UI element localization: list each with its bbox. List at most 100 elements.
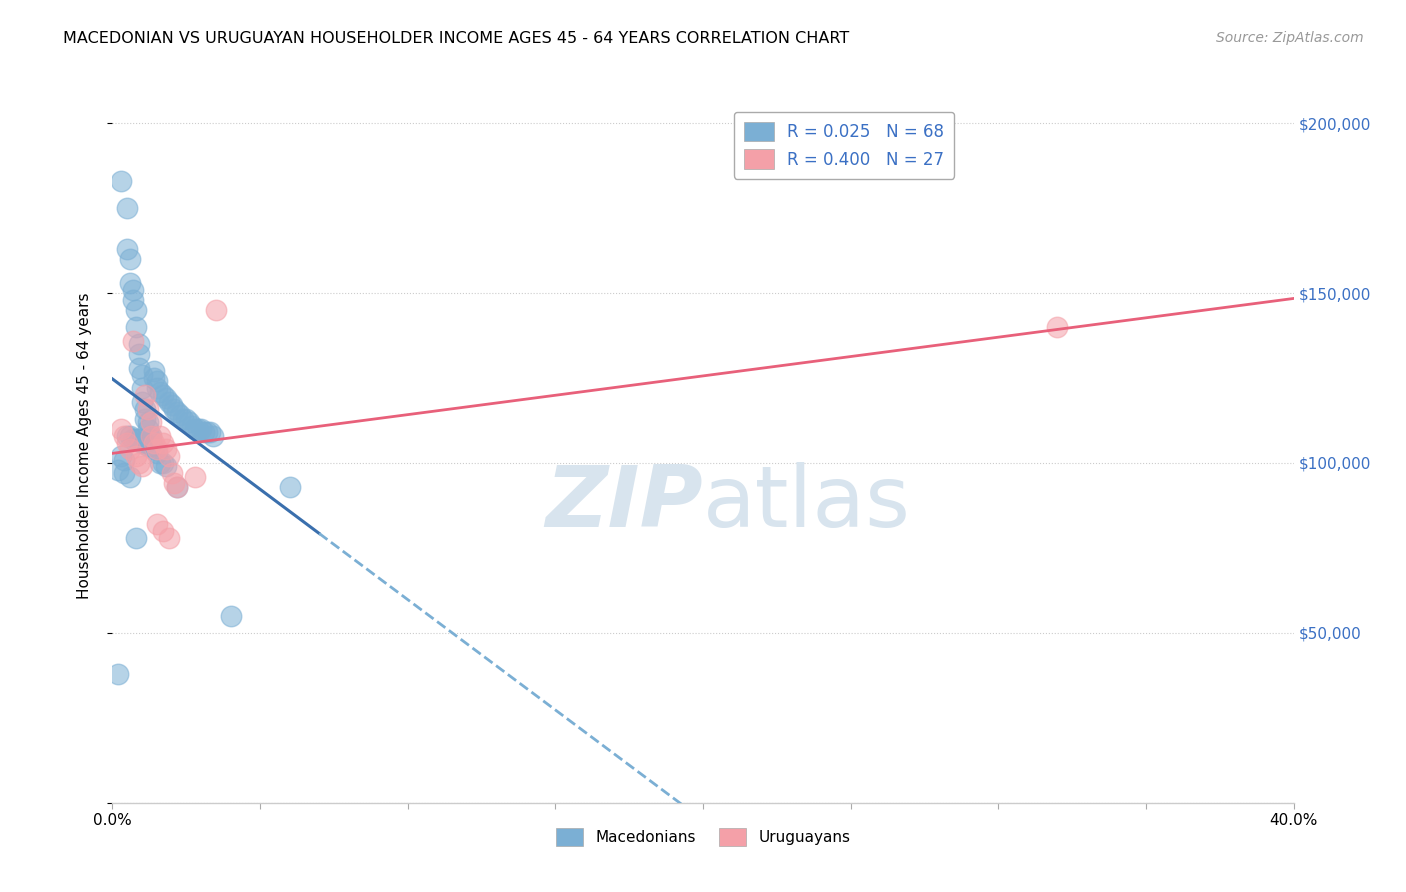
- Y-axis label: Householder Income Ages 45 - 64 years: Householder Income Ages 45 - 64 years: [77, 293, 91, 599]
- Point: [155, 392, 177, 406]
- Point: [136, 439, 159, 453]
- Point: [107, 463, 129, 477]
- Point: [134, 401, 156, 416]
- Text: MACEDONIAN VS URUGUAYAN HOUSEHOLDER INCOME AGES 45 - 64 YEARS CORRELATION CHART: MACEDONIAN VS URUGUAYAN HOUSEHOLDER INCO…: [63, 31, 849, 46]
- Point: [166, 480, 188, 494]
- Point: [120, 429, 142, 443]
- Point: [155, 459, 177, 474]
- Point: [1046, 320, 1069, 334]
- Point: [120, 442, 142, 457]
- Point: [201, 429, 224, 443]
- Point: [184, 422, 207, 436]
- Point: [128, 347, 150, 361]
- Point: [166, 480, 188, 494]
- Point: [134, 412, 156, 426]
- Point: [117, 242, 138, 256]
- Point: [136, 401, 159, 416]
- Point: [122, 432, 145, 446]
- Point: [122, 334, 145, 348]
- Point: [152, 388, 174, 402]
- Point: [139, 432, 162, 446]
- Point: [131, 368, 153, 382]
- Point: [179, 415, 201, 429]
- Point: [120, 469, 142, 483]
- Point: [149, 429, 172, 443]
- Point: [136, 422, 159, 436]
- Point: [152, 456, 174, 470]
- Point: [128, 432, 150, 446]
- Point: [112, 452, 135, 467]
- Point: [149, 456, 172, 470]
- Point: [131, 459, 153, 474]
- Point: [181, 418, 204, 433]
- Point: [139, 429, 162, 443]
- Text: Source: ZipAtlas.com: Source: ZipAtlas.com: [1216, 31, 1364, 45]
- Point: [149, 384, 172, 399]
- Point: [172, 412, 194, 426]
- Point: [278, 480, 301, 494]
- Point: [152, 435, 174, 450]
- Point: [190, 422, 212, 436]
- Point: [110, 449, 132, 463]
- Point: [112, 429, 135, 443]
- Point: [146, 517, 169, 532]
- Point: [157, 394, 180, 409]
- Point: [136, 415, 159, 429]
- Point: [195, 425, 218, 440]
- Point: [157, 531, 180, 545]
- Point: [122, 293, 145, 307]
- Point: [134, 435, 156, 450]
- Point: [146, 446, 169, 460]
- Point: [142, 442, 165, 457]
- Point: [163, 401, 186, 416]
- Text: ZIP: ZIP: [546, 461, 703, 545]
- Point: [166, 405, 188, 419]
- Point: [110, 174, 132, 188]
- Point: [128, 456, 150, 470]
- Point: [125, 320, 148, 334]
- Point: [117, 429, 138, 443]
- Point: [112, 466, 135, 480]
- Point: [142, 435, 165, 450]
- Point: [139, 429, 162, 443]
- Point: [128, 337, 150, 351]
- Point: [128, 360, 150, 375]
- Point: [110, 422, 132, 436]
- Point: [142, 364, 165, 378]
- Legend: Macedonians, Uruguayans: Macedonians, Uruguayans: [550, 822, 856, 852]
- Point: [117, 435, 138, 450]
- Point: [157, 449, 180, 463]
- Point: [125, 449, 148, 463]
- Point: [146, 381, 169, 395]
- Point: [169, 409, 191, 423]
- Point: [125, 432, 148, 446]
- Point: [131, 394, 153, 409]
- Point: [107, 666, 129, 681]
- Point: [160, 398, 183, 412]
- Point: [174, 412, 197, 426]
- Point: [125, 531, 148, 545]
- Point: [152, 524, 174, 538]
- Point: [160, 466, 183, 480]
- Point: [198, 425, 221, 440]
- Point: [187, 422, 209, 436]
- Point: [139, 439, 162, 453]
- Point: [120, 252, 142, 266]
- Point: [134, 388, 156, 402]
- Point: [117, 201, 138, 215]
- Point: [122, 283, 145, 297]
- Point: [120, 276, 142, 290]
- Point: [163, 476, 186, 491]
- Point: [146, 442, 169, 457]
- Point: [125, 303, 148, 318]
- Point: [219, 608, 242, 623]
- Point: [184, 469, 207, 483]
- Point: [146, 375, 169, 389]
- Point: [193, 425, 215, 440]
- Point: [155, 442, 177, 457]
- Point: [131, 381, 153, 395]
- Text: atlas: atlas: [703, 461, 911, 545]
- Point: [131, 435, 153, 450]
- Point: [139, 415, 162, 429]
- Point: [142, 371, 165, 385]
